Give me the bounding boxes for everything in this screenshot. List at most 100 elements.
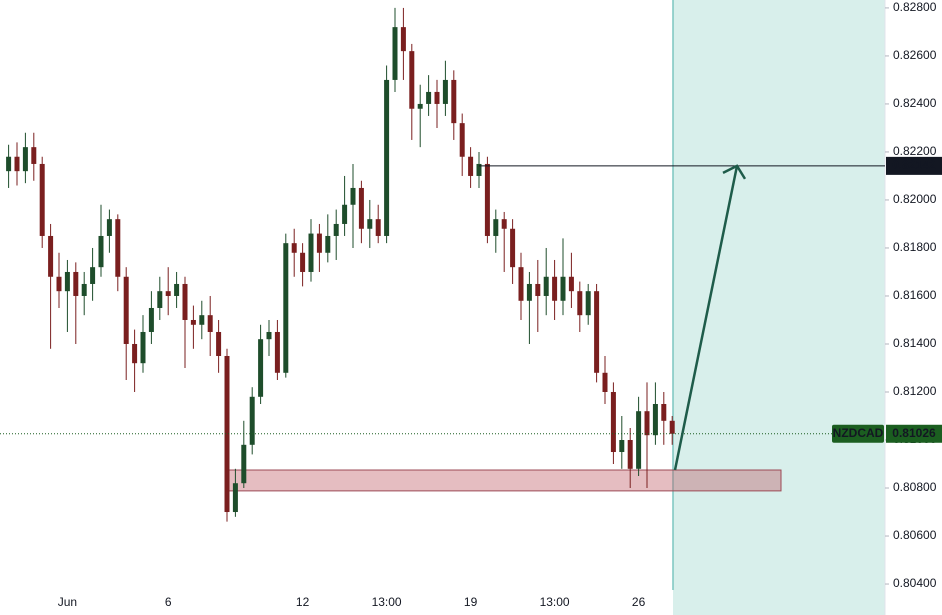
candle-body (39, 163, 45, 236)
arrow-head (722, 164, 747, 180)
x-tick-label: 13:00 (540, 595, 570, 609)
candle-body (207, 315, 213, 332)
candle-body (216, 331, 222, 356)
y-tick-label: 0.81800 (893, 240, 937, 254)
candle-body (157, 291, 163, 308)
y-tick-label: 0.80600 (893, 528, 937, 542)
y-tick-label: 0.82600 (893, 48, 937, 62)
candle-body (501, 219, 507, 229)
candle-body (115, 219, 121, 277)
candle-body (274, 331, 280, 373)
candle-body (442, 79, 448, 104)
candle-body (31, 147, 37, 164)
candle-body (98, 235, 104, 268)
y-tick-label: 0.81400 (893, 336, 937, 350)
candle-body (459, 123, 465, 157)
candle-body (132, 343, 138, 364)
candle-body (568, 276, 574, 292)
candle-body (199, 315, 205, 325)
candle-body (484, 163, 490, 236)
candle-body (619, 440, 625, 453)
candle-body (652, 403, 658, 436)
candle-body (384, 79, 390, 236)
candle-body (308, 233, 314, 272)
candle-body (535, 283, 541, 296)
candle-body (400, 27, 406, 52)
x-tick-label: 19 (464, 595, 478, 609)
candle-body (577, 291, 583, 316)
candle-body (392, 27, 398, 80)
candle-body (610, 391, 616, 453)
candle-body (190, 319, 196, 325)
candle-body (6, 156, 12, 172)
x-tick-label: 12 (296, 595, 310, 609)
candle-body (22, 147, 28, 172)
projection-area (673, 0, 885, 615)
candle-body (64, 271, 70, 292)
candle-body (224, 355, 230, 513)
x-tick-label: 6 (165, 595, 172, 609)
candle-body (48, 235, 54, 277)
candle-body (291, 243, 297, 253)
candle-body (174, 283, 180, 296)
candle-body (232, 483, 238, 513)
candle-body (627, 440, 633, 469)
price-label: 0.81026 (892, 426, 936, 440)
candle-body (417, 103, 423, 109)
candle-body (451, 79, 457, 124)
candle-body (602, 372, 608, 392)
candle-body (375, 219, 381, 236)
candle-body (266, 331, 272, 340)
y-tick-label: 0.81600 (893, 288, 937, 302)
y-tick-label: 0.80400 (893, 576, 937, 590)
candle-body (350, 187, 356, 205)
candle-body (165, 291, 171, 296)
target-label: 0.82142 (892, 158, 936, 172)
price-tag (886, 424, 942, 443)
candle-body (409, 51, 415, 109)
candle-body (526, 283, 532, 301)
candle-body (493, 219, 499, 236)
symbol-tag (832, 424, 884, 443)
candle-body (148, 307, 154, 332)
candle-body (14, 156, 20, 172)
candle-body (644, 411, 650, 436)
candle-body (106, 219, 112, 236)
candle-body (636, 411, 642, 469)
y-tick-label: 0.80800 (893, 480, 937, 494)
candle-body (182, 283, 188, 320)
candle-body (468, 156, 474, 176)
candle-body (258, 339, 264, 397)
candle-body (56, 276, 62, 292)
candle-body (552, 276, 558, 301)
candle-body (249, 396, 255, 445)
candle-body (342, 204, 348, 224)
candle-body (241, 444, 247, 484)
candle-body (594, 291, 600, 373)
x-tick-label: 26 (632, 595, 646, 609)
candle-body (518, 267, 524, 301)
candle-body (81, 283, 87, 296)
support-zone (224, 469, 782, 492)
candle-body (333, 223, 339, 236)
target-tag (886, 156, 942, 175)
candle-body (510, 228, 516, 268)
y-tick-label: 0.81200 (893, 384, 937, 398)
candle-body (123, 276, 129, 344)
x-tick-label: Jun (58, 595, 77, 609)
y-tick-label: 0.82400 (893, 96, 937, 110)
candle-body (300, 252, 306, 272)
candle-body (426, 91, 432, 104)
candle-body (140, 331, 146, 364)
y-tick-label: 0.82000 (893, 192, 937, 206)
y-tick-label: 0.82200 (893, 144, 937, 158)
candle-body (543, 276, 549, 296)
candle-body (585, 291, 591, 316)
candle-body (669, 420, 675, 434)
candle-body (476, 163, 482, 176)
x-tick-label: 13:00 (372, 595, 402, 609)
candle-body (560, 276, 566, 301)
candle-body (316, 233, 322, 253)
candle-body (434, 91, 440, 104)
